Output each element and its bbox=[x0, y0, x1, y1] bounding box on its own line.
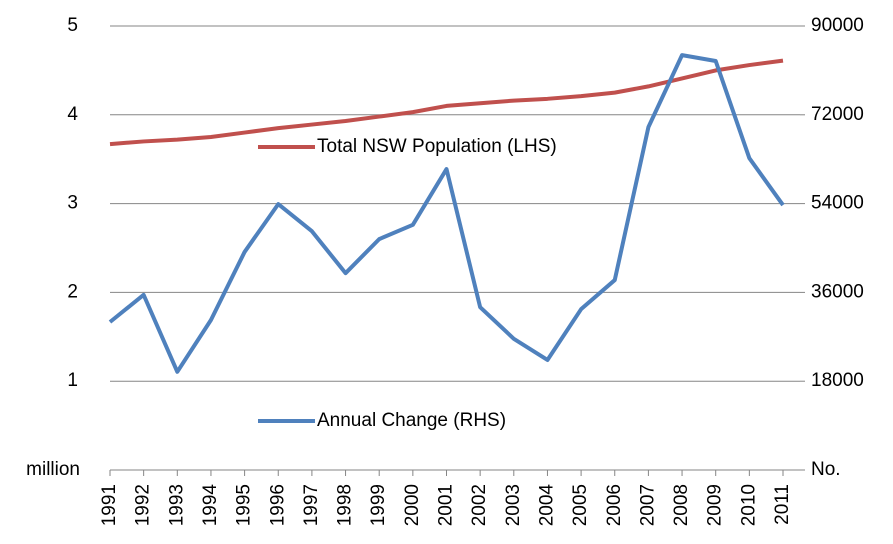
x-tick-label: 2005 bbox=[570, 484, 591, 526]
y2-tick-label: 36000 bbox=[811, 281, 864, 302]
y-tick-label: 2 bbox=[67, 281, 78, 302]
y2-tick-label: No. bbox=[811, 459, 841, 480]
x-tick-label: 1991 bbox=[99, 484, 120, 526]
y-tick-label: 4 bbox=[67, 104, 78, 125]
y-tick-label: 1 bbox=[67, 370, 78, 391]
y-tick-label: 5 bbox=[67, 15, 78, 36]
x-tick-label: 2000 bbox=[402, 484, 423, 526]
x-tick-label: 2002 bbox=[469, 484, 490, 526]
x-tick-label: 1994 bbox=[200, 484, 221, 527]
x-tick-label: 1997 bbox=[301, 484, 322, 526]
x-tick-label: 2011 bbox=[772, 484, 793, 525]
x-tick-label: 1992 bbox=[133, 484, 154, 526]
x-tick-label: 2009 bbox=[705, 484, 726, 526]
y2-tick-label: 72000 bbox=[811, 104, 864, 125]
series-line bbox=[108, 53, 785, 374]
x-tick-label: 1993 bbox=[166, 484, 187, 526]
x-tick-label: 1996 bbox=[267, 484, 288, 526]
x-tick-label: 2007 bbox=[637, 484, 658, 526]
x-tick-label: 2006 bbox=[604, 484, 625, 526]
y-tick-label: million bbox=[26, 459, 80, 480]
x-tick-label: 2004 bbox=[536, 484, 557, 527]
y-tick-label: 3 bbox=[67, 193, 78, 214]
x-tick-label: 1999 bbox=[368, 484, 389, 526]
y2-tick-label: 18000 bbox=[811, 370, 864, 391]
series-line bbox=[109, 58, 784, 147]
x-tick-label: 2010 bbox=[738, 484, 759, 526]
x-tick-label: 1998 bbox=[335, 484, 356, 526]
legend-label: Annual Change (RHS) bbox=[317, 410, 506, 431]
y2-tick-label: 54000 bbox=[811, 193, 864, 214]
legend-label: Total NSW Population (LHS) bbox=[317, 136, 557, 157]
x-tick-label: 1995 bbox=[234, 484, 255, 526]
y2-tick-label: 90000 bbox=[811, 15, 864, 36]
x-tick-label: 2001 bbox=[436, 484, 457, 526]
x-tick-label: 2008 bbox=[671, 484, 692, 526]
x-tick-label: 2003 bbox=[503, 484, 524, 526]
